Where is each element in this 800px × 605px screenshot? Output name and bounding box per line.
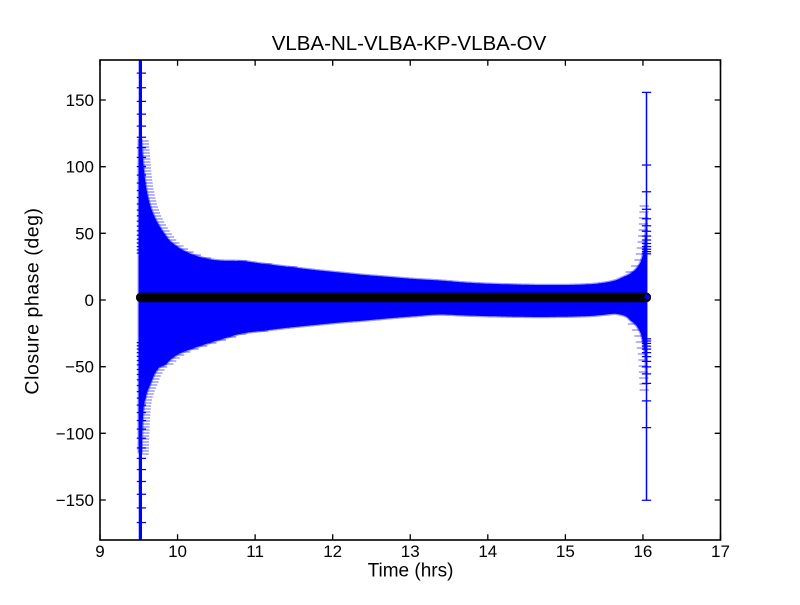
svg-text:0: 0	[85, 291, 94, 310]
svg-text:9: 9	[95, 542, 104, 561]
svg-text:14: 14	[478, 542, 497, 561]
svg-text:12: 12	[323, 542, 342, 561]
svg-text:−100: −100	[56, 424, 94, 443]
svg-text:17: 17	[711, 542, 730, 561]
svg-text:15: 15	[556, 542, 575, 561]
svg-text:11: 11	[246, 542, 264, 561]
svg-text:13: 13	[401, 542, 420, 561]
svg-text:100: 100	[66, 158, 94, 177]
svg-text:VLBA-NL-VLBA-KP-VLBA-OV: VLBA-NL-VLBA-KP-VLBA-OV	[272, 32, 547, 55]
svg-text:150: 150	[66, 91, 94, 110]
svg-text:Closure phase (deg): Closure phase (deg)	[22, 207, 44, 394]
svg-text:10: 10	[168, 542, 187, 561]
svg-text:50: 50	[75, 224, 94, 243]
svg-text:16: 16	[633, 542, 652, 561]
svg-text:−50: −50	[65, 358, 94, 377]
svg-text:Time (hrs): Time (hrs)	[368, 561, 454, 582]
svg-text:−150: −150	[56, 491, 94, 510]
